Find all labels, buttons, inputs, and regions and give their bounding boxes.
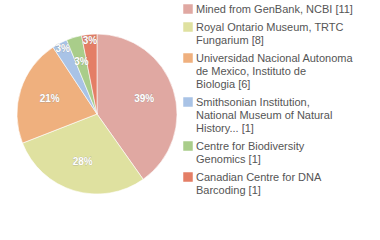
- pie-slice: [82, 34, 97, 114]
- legend-label-line: Mined from GenBank, NCBI [11]: [196, 3, 353, 15]
- legend-swatch: [183, 172, 193, 182]
- data-label: 3%: [74, 56, 89, 67]
- legend-label: Canadian Centre for DNABarcoding [1]: [196, 171, 322, 196]
- legend-label: Smithsonian Institution,National Museum …: [196, 96, 332, 134]
- legend-swatch: [183, 4, 193, 14]
- legend-label: Royal Ontario Museum, TRTCFungarium [8]: [196, 21, 344, 46]
- legend-label: Mined from GenBank, NCBI [11]: [196, 3, 353, 15]
- legend-label: Centre for BiodiversityGenomics [1]: [196, 140, 305, 165]
- data-label: 39%: [134, 93, 154, 104]
- legend-label-line: Biologia [6]: [196, 78, 250, 90]
- legend-label-line: History... [1]: [196, 122, 254, 134]
- legend-label-line: Canadian Centre for DNA: [196, 171, 322, 183]
- legend: Mined from GenBank, NCBI [11] Royal Ontar…: [183, 3, 353, 196]
- data-label: 3%: [55, 43, 70, 54]
- data-label: 28%: [73, 156, 93, 167]
- legend-label-line: Genomics [1]: [196, 153, 261, 165]
- data-label: 21%: [40, 93, 60, 104]
- pie-slices: [17, 34, 177, 194]
- legend-label-line: Royal Ontario Museum, TRTC: [196, 21, 344, 33]
- legend-label-line: Fungarium [8]: [196, 34, 264, 46]
- legend-swatch: [183, 97, 193, 107]
- legend-label-line: de Mexico, Instituto de: [196, 65, 306, 77]
- legend-label-line: Smithsonian Institution,: [196, 96, 310, 108]
- legend-label-line: Centre for Biodiversity: [196, 140, 305, 152]
- legend-label-line: National Museum of Natural: [196, 109, 332, 121]
- legend-swatch: [183, 141, 193, 151]
- legend-label-line: Barcoding [1]: [196, 184, 261, 196]
- legend-label-line: Universidad Nacional Autonoma: [196, 52, 353, 64]
- legend-swatch: [183, 53, 193, 63]
- data-label: 3%: [83, 35, 98, 46]
- legend-swatch: [183, 22, 193, 32]
- data-labels: 39% 28% 21% 3% 3% 3%: [40, 35, 155, 167]
- chart: 39% 28% 21% 3% 3% 3% Mined from GenBank, NCBI …: [0, 0, 380, 240]
- legend-label: Universidad Nacional Autonomade Mexico, …: [196, 52, 353, 90]
